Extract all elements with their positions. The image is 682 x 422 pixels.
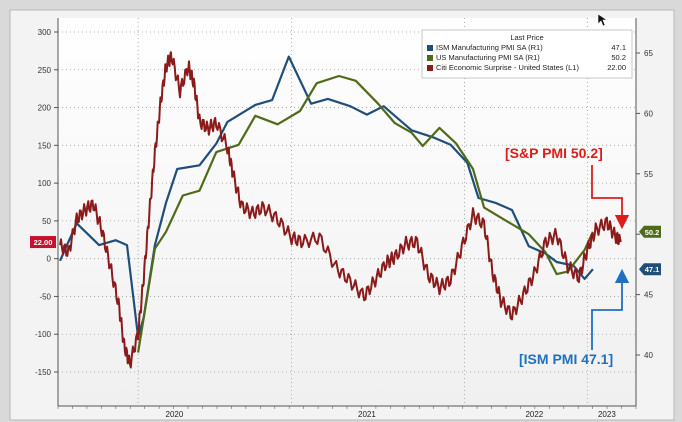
badge-label: 50.2 (645, 228, 660, 237)
series-line-us-pmi (137, 74, 594, 353)
badge-right: 47.1 (639, 263, 661, 276)
badge-bg (30, 236, 56, 249)
left-tick-label: 0 (47, 255, 52, 264)
cursor-icon (597, 13, 608, 27)
legend-swatch (427, 55, 433, 61)
badge-label: 22.00 (34, 238, 53, 247)
annotation-sp-arrow (591, 165, 630, 230)
right-tick-label: 60 (644, 109, 653, 118)
badge-right: 50.2 (639, 225, 661, 238)
plot-area (58, 18, 636, 406)
left-axis: 300 250 200 150 100 50 0 -50 -100 -150 (35, 28, 58, 377)
left-tick-label: 200 (38, 104, 52, 113)
legend-entry-name: Citi Economic Surprise - United States (… (436, 63, 579, 72)
x-tick-label: 2021 (358, 410, 376, 419)
right-tick-label: 45 (644, 291, 653, 300)
annotations: [S&P PMI 50.2] [ISM PMI 47.1] (505, 145, 630, 367)
badge-label: 47.1 (645, 265, 660, 274)
annotation-sp-pmi: [S&P PMI 50.2] (505, 145, 603, 161)
left-tick-label: -50 (39, 292, 51, 301)
left-tick-label: 100 (38, 179, 52, 188)
left-tick-label: 50 (42, 217, 51, 226)
right-tick-label: 55 (644, 170, 653, 179)
right-tick-label: 65 (644, 49, 653, 58)
legend-entry-value: 22.00 (607, 63, 626, 72)
legend-title: Last Price (510, 33, 543, 42)
legend-entry-name: ISM Manufacturing PMI SA (R1) (436, 43, 543, 52)
series-lines (58, 51, 622, 369)
left-tick-label: 250 (38, 66, 52, 75)
x-tick-label: 2022 (525, 410, 543, 419)
left-tick-label: 150 (38, 141, 52, 150)
last-value-badges: 22.00 50.2 47.1 (30, 225, 661, 276)
annotation-ism-pmi: [ISM PMI 47.1] (519, 351, 613, 367)
x-tick-label: 2023 (598, 410, 616, 419)
left-tick-label: -100 (35, 330, 52, 339)
badge-bg (639, 263, 661, 276)
x-tick-label: 2020 (166, 410, 184, 419)
series-line-citi-surprise (59, 51, 622, 369)
legend-swatch (427, 65, 433, 71)
x-axis: 2020 2021 2022 2023 (57, 406, 637, 419)
legend-swatch (427, 45, 433, 51)
legend-entry-value: 47.1 (611, 43, 626, 52)
right-tick-label: 40 (644, 351, 653, 360)
badge-bg (639, 225, 661, 238)
legend-entry-value: 50.2 (611, 53, 626, 62)
legend-box (421, 29, 633, 79)
annotation-ism-arrow (591, 268, 630, 350)
legend-entry-name: US Manufacturing PMI SA (R1) (436, 53, 540, 62)
left-tick-label: 300 (38, 28, 52, 37)
left-tick-label: -150 (35, 368, 52, 377)
badge-left: 22.00 (30, 236, 56, 249)
